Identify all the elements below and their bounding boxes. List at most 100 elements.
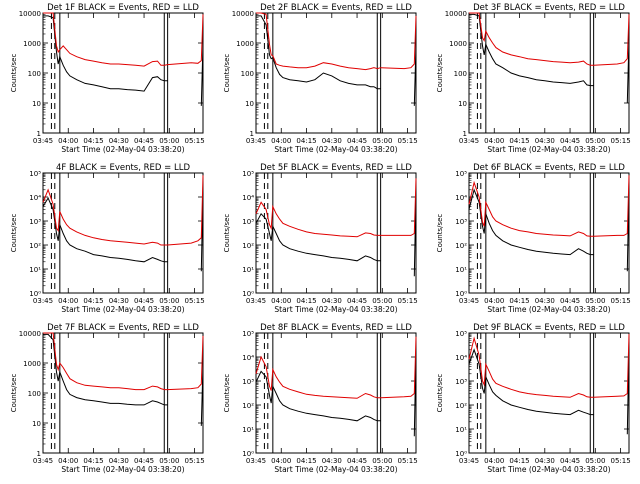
- series-line-lld: [255, 178, 417, 238]
- x-tick-label: 04:45: [560, 137, 580, 145]
- x-tick-label: 03:45: [33, 137, 53, 145]
- y-axis-label: Counts/sec: [436, 54, 444, 93]
- x-axis-label: Start Time (02-May-04 03:38:20): [61, 465, 184, 474]
- y-tick-label: 10³: [455, 378, 467, 386]
- x-tick-label: 03:45: [246, 297, 266, 305]
- y-tick-label: 10⁰: [242, 290, 254, 298]
- y-tick-label: 10³: [29, 218, 41, 226]
- chart-panel-6: Det 6F BLACK = Events, RED = LLD 10⁰ 10¹ 10…: [436, 163, 631, 314]
- x-tick-label: 04:30: [109, 297, 129, 305]
- y-tick-label: 1000: [23, 40, 41, 48]
- y-tick-label: 10²: [455, 402, 467, 410]
- x-axis-label: Start Time (02-May-04 03:38:20): [487, 305, 610, 314]
- y-tick-label: 10⁵: [455, 170, 467, 178]
- series-line-lld: [256, 12, 417, 71]
- y-axis-label: Counts/sec: [10, 214, 18, 253]
- y-tick-label: 10: [458, 100, 467, 108]
- chart-panel-5: Det 5F BLACK = Events, RED = LLD 10⁰ 10¹ 10…: [223, 163, 418, 314]
- y-tick-label: 10¹: [242, 426, 254, 434]
- x-tick-label: 04:45: [134, 457, 154, 465]
- x-tick-label: 04:00: [58, 297, 78, 305]
- y-axis-label: Counts/sec: [10, 54, 18, 93]
- x-axis-label: Start Time (02-May-04 03:38:20): [487, 145, 610, 154]
- chart-panel-1: Det 1F BLACK = Events, RED = LLD 1 10 100 10…: [10, 3, 205, 154]
- series-line-lld: [255, 336, 417, 399]
- y-tick-label: 10⁴: [29, 194, 41, 202]
- chart-panel-7: Det 7F BLACK = Events, RED = LLD 1 10 100 10…: [10, 323, 205, 474]
- y-tick-label: 1000: [236, 40, 254, 48]
- x-tick-label: 05:15: [397, 457, 417, 465]
- y-tick-label: 10000: [445, 10, 467, 18]
- x-tick-label: 03:45: [459, 297, 479, 305]
- series-line-events: [43, 15, 204, 106]
- y-axis-label: Counts/sec: [223, 214, 231, 253]
- plot-frame: [42, 332, 204, 454]
- chart-title: 4F BLACK = Events, RED = LLD: [56, 163, 190, 173]
- x-tick-label: 04:00: [484, 457, 504, 465]
- y-tick-label: 100: [241, 70, 254, 78]
- y-tick-label: 10²: [242, 242, 254, 250]
- x-axis-label: Start Time (02-May-04 03:38:20): [487, 465, 610, 474]
- y-axis-label: Counts/sec: [436, 214, 444, 253]
- chart-title: Det 8F BLACK = Events, RED = LLD: [260, 323, 412, 333]
- series-line-events: [255, 347, 417, 437]
- y-tick-label: 10²: [455, 242, 467, 250]
- y-tick-label: 10: [32, 420, 41, 428]
- x-tick-label: 05:00: [372, 137, 392, 145]
- y-tick-label: 10: [245, 100, 254, 108]
- x-tick-label: 05:00: [159, 457, 179, 465]
- x-tick-label: 04:45: [347, 137, 367, 145]
- x-tick-label: 05:00: [159, 137, 179, 145]
- x-axis-label: Start Time (02-May-04 03:38:20): [274, 305, 397, 314]
- x-tick-label: 05:15: [184, 457, 204, 465]
- y-tick-label: 1: [37, 130, 41, 138]
- x-tick-label: 04:15: [296, 297, 316, 305]
- y-tick-label: 1000: [449, 40, 467, 48]
- y-tick-label: 1: [463, 130, 467, 138]
- chart-panel-4: 4F BLACK = Events, RED = LLD 10⁰ 10¹ 10² 10³…: [10, 163, 205, 314]
- x-tick-label: 04:15: [509, 457, 529, 465]
- y-tick-label: 10¹: [455, 426, 467, 434]
- chart-title: Det 9F BLACK = Events, RED = LLD: [473, 323, 625, 333]
- y-tick-label: 10: [32, 100, 41, 108]
- x-tick-label: 05:15: [184, 137, 204, 145]
- chart-title: Det 5F BLACK = Events, RED = LLD: [260, 163, 412, 173]
- x-tick-label: 05:15: [184, 297, 204, 305]
- x-tick-label: 04:30: [109, 137, 129, 145]
- y-tick-label: 10¹: [242, 266, 254, 274]
- x-tick-label: 04:15: [509, 137, 529, 145]
- x-tick-label: 03:45: [459, 457, 479, 465]
- series-line-events: [468, 342, 630, 435]
- x-tick-label: 05:00: [159, 297, 179, 305]
- series-line-lld: [43, 332, 204, 391]
- y-tick-label: 10¹: [455, 266, 467, 274]
- plot-frame: [255, 332, 417, 454]
- series-line-lld: [468, 175, 630, 237]
- x-tick-label: 04:30: [322, 297, 342, 305]
- x-tick-label: 04:00: [271, 457, 291, 465]
- x-tick-label: 04:45: [560, 297, 580, 305]
- y-tick-label: 10³: [455, 218, 467, 226]
- plot-frame: [468, 12, 630, 134]
- x-tick-label: 04:45: [134, 297, 154, 305]
- plot-frame: [468, 172, 630, 294]
- x-tick-label: 03:45: [459, 137, 479, 145]
- y-tick-label: 10000: [232, 10, 254, 18]
- chart-panel-8: Det 8F BLACK = Events, RED = LLD 10⁰ 10¹ 10…: [223, 323, 418, 474]
- x-tick-label: 04:00: [484, 137, 504, 145]
- x-tick-label: 05:15: [397, 297, 417, 305]
- x-axis-label: Start Time (02-May-04 03:38:20): [274, 465, 397, 474]
- chart-panel-2: Det 2F BLACK = Events, RED = LLD 1 10 100 10…: [223, 3, 418, 154]
- x-tick-label: 03:45: [33, 297, 53, 305]
- y-axis-label: Counts/sec: [10, 374, 18, 413]
- x-tick-label: 05:15: [397, 137, 417, 145]
- x-tick-label: 04:15: [83, 297, 103, 305]
- chart-title: Det 3F BLACK = Events, RED = LLD: [473, 3, 625, 13]
- chart-panel-3: Det 3F BLACK = Events, RED = LLD 1 10 100 10…: [436, 3, 631, 154]
- y-tick-label: 10²: [29, 242, 41, 250]
- y-tick-label: 1: [250, 130, 254, 138]
- y-tick-label: 100: [28, 390, 41, 398]
- y-tick-label: 100: [28, 70, 41, 78]
- x-tick-label: 04:00: [271, 297, 291, 305]
